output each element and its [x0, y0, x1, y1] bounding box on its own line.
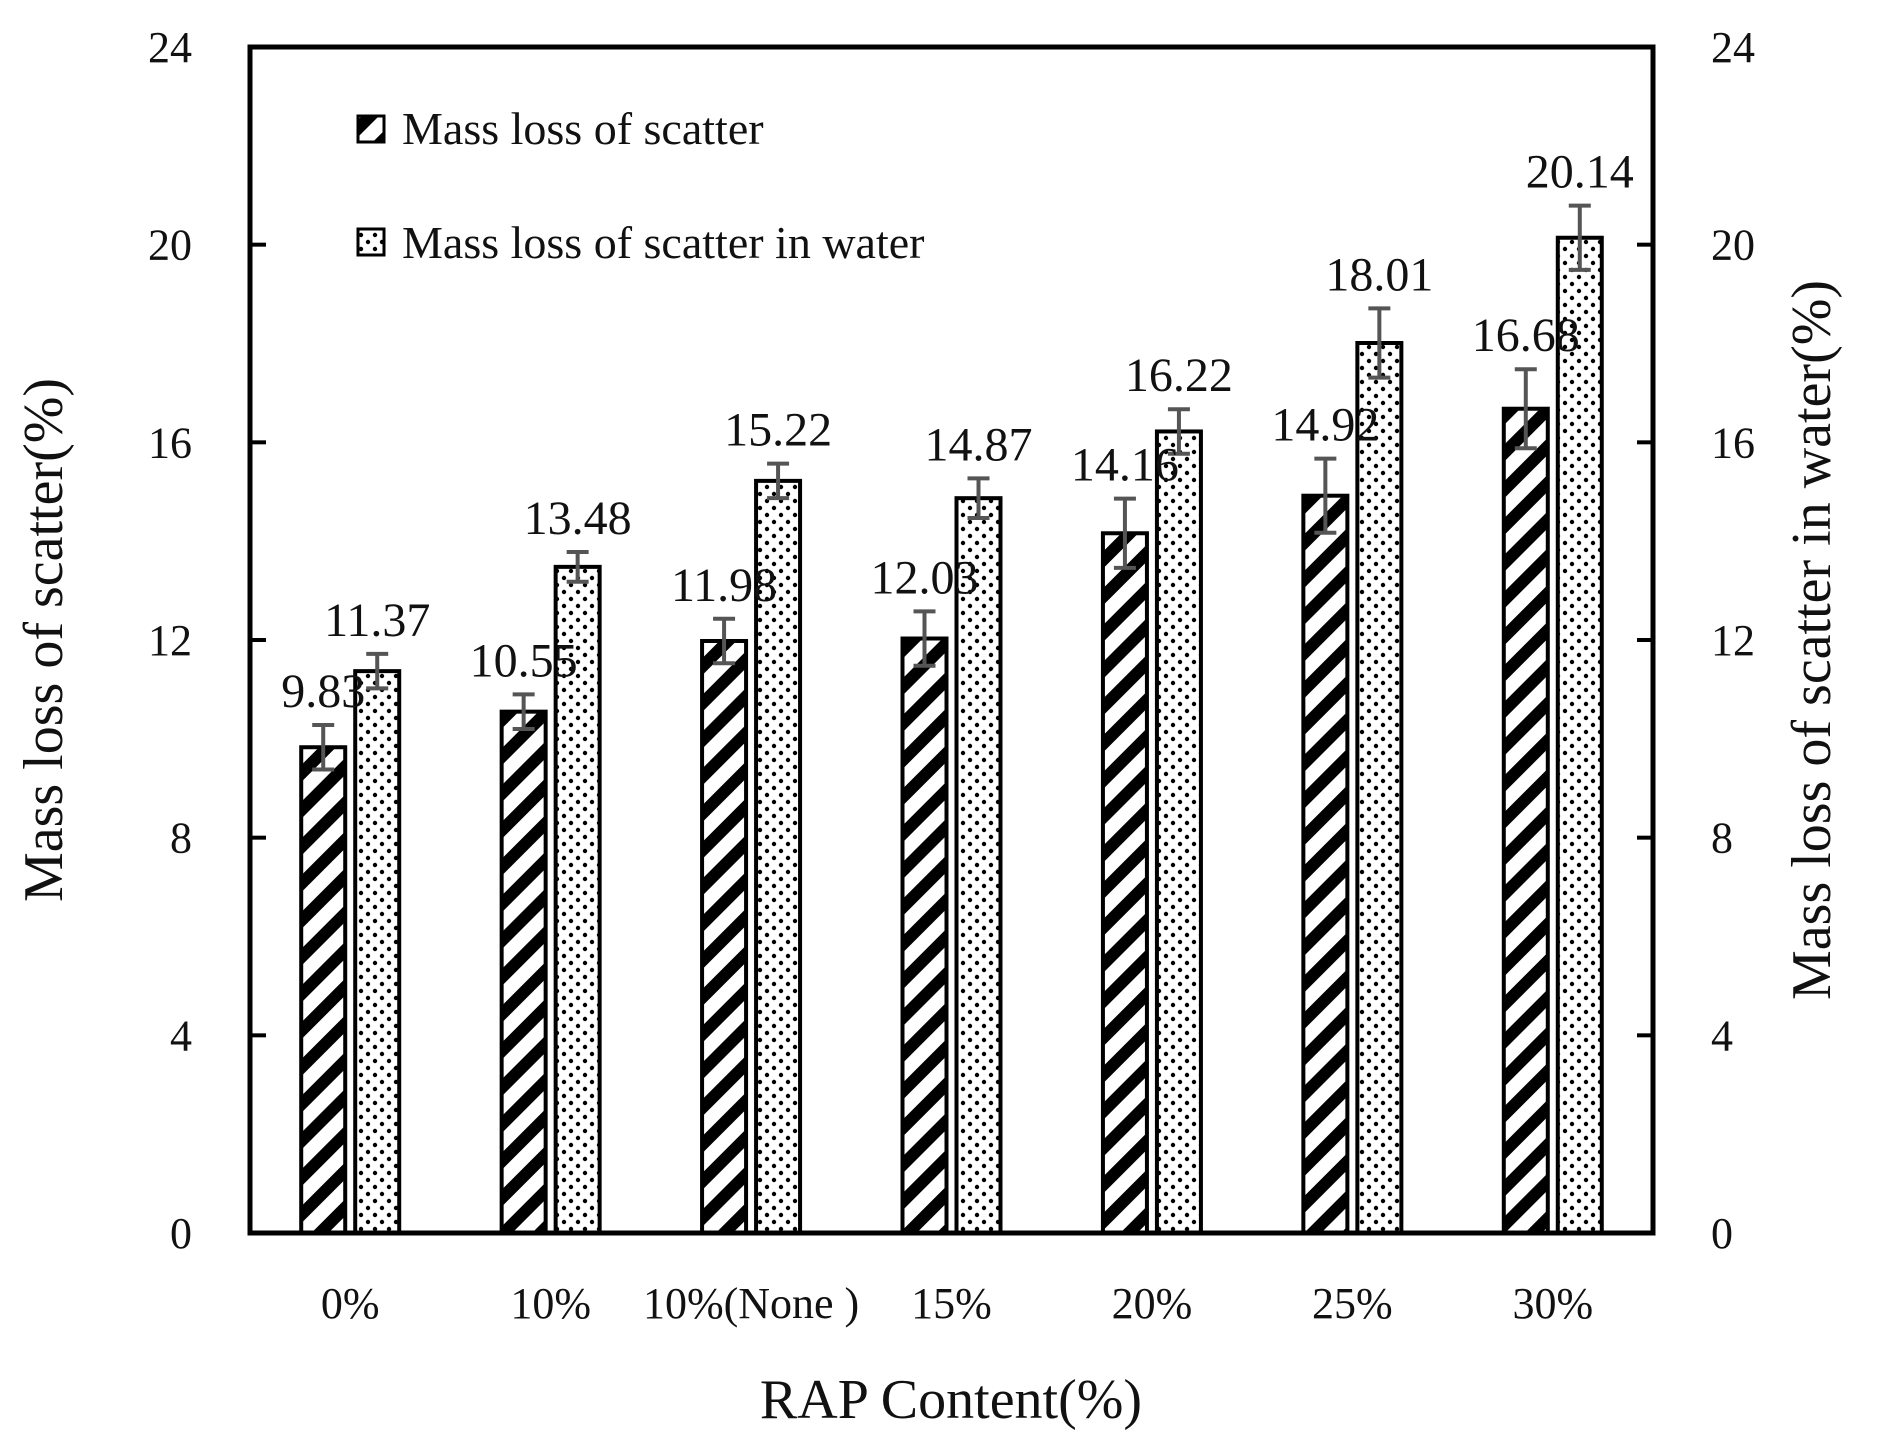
- data-label-water-1: 13.48: [524, 492, 632, 545]
- bar-water-3: [954, 496, 1003, 1235]
- legend-label-water: Mass loss of scatter in water: [402, 217, 925, 268]
- error-bar-water-0: [366, 651, 389, 691]
- y-tick-label-right-2: 8: [1711, 814, 1733, 863]
- y-tick-label-left-0: 0: [170, 1209, 192, 1258]
- y-tick-label-right-0: 0: [1711, 1209, 1733, 1258]
- data-label-scatter-2: 11.98: [671, 559, 777, 612]
- y-tick-label-right-1: 4: [1711, 1011, 1733, 1060]
- data-label-scatter-3: 12.03: [871, 551, 979, 604]
- x-tick-label-1: 10%: [510, 1279, 591, 1328]
- bar-scatter-4: [1100, 531, 1149, 1235]
- x-tick-label-0: 0%: [321, 1279, 380, 1328]
- bar-scatter-2: [700, 638, 749, 1235]
- x-tick-label-4: 20%: [1112, 1279, 1193, 1328]
- y-axis-title-right: Mass loss of scatter in water(%): [1781, 280, 1843, 1000]
- y-tick-label-right-4: 16: [1711, 418, 1755, 467]
- error-bar-water-1: [566, 550, 589, 584]
- error-bar-scatter-2: [713, 616, 736, 666]
- x-tick-label-2: 10%(None ): [643, 1279, 859, 1328]
- y-tick-label-left-5: 20: [148, 221, 192, 270]
- error-bar-water-2: [767, 461, 790, 501]
- error-bar-water-6: [1568, 203, 1591, 272]
- error-bar-scatter-5: [1314, 456, 1337, 535]
- data-label-scatter-5: 14.92: [1271, 399, 1379, 452]
- bar-scatter-0: [299, 745, 348, 1236]
- legend-label-scatter: Mass loss of scatter: [402, 103, 764, 154]
- bar-scatter-5: [1301, 493, 1350, 1236]
- error-bar-scatter-4: [1113, 496, 1136, 570]
- data-label-scatter-1: 10.55: [470, 634, 578, 687]
- data-label-water-0: 11.37: [324, 594, 430, 647]
- bar-water-4: [1154, 429, 1203, 1235]
- legend-swatch-scatter: [356, 114, 386, 144]
- legend-swatch-water: [356, 227, 386, 257]
- bar-scatter-6: [1501, 406, 1550, 1236]
- y-axis-title-left: Mass loss of scatter(%): [13, 378, 75, 902]
- data-label-scatter-6: 16.68: [1472, 309, 1580, 362]
- data-label-water-5: 18.01: [1325, 248, 1433, 301]
- y-tick-label-left-4: 16: [148, 418, 192, 467]
- data-label-scatter-4: 14.16: [1071, 439, 1179, 492]
- y-tick-label-left-1: 4: [170, 1011, 192, 1060]
- x-tick-label-6: 30%: [1512, 1279, 1593, 1328]
- y-tick-label-left-6: 24: [148, 23, 192, 72]
- y-tick-label-right-5: 20: [1711, 221, 1755, 270]
- y-tick-label-left-2: 8: [170, 814, 192, 863]
- data-label-water-4: 16.22: [1125, 349, 1233, 402]
- bar-scatter-3: [900, 636, 949, 1235]
- error-bar-scatter-0: [312, 722, 335, 772]
- error-bar-water-5: [1368, 306, 1391, 380]
- x-tick-label-3: 15%: [911, 1279, 992, 1328]
- data-label-scatter-0: 9.83: [281, 665, 365, 718]
- bar-water-6: [1555, 235, 1604, 1235]
- data-label-water-2: 15.22: [724, 404, 832, 457]
- y-tick-label-right-6: 24: [1711, 23, 1755, 72]
- data-label-water-3: 14.87: [925, 418, 1033, 471]
- x-tick-label-5: 25%: [1312, 1279, 1393, 1328]
- error-bar-scatter-6: [1514, 367, 1537, 451]
- data-label-water-6: 20.14: [1526, 146, 1634, 199]
- bar-water-0: [353, 669, 402, 1235]
- y-tick-label-right-3: 12: [1711, 616, 1755, 665]
- y-tick-label-left-3: 12: [148, 616, 192, 665]
- bar-scatter-1: [499, 709, 548, 1235]
- error-bar-water-4: [1167, 407, 1190, 456]
- legend: Mass loss of scatter Mass loss of scatte…: [356, 103, 925, 268]
- error-bar-water-3: [967, 476, 990, 520]
- bar-water-5: [1355, 341, 1404, 1235]
- x-axis-title: RAP Content(%): [760, 1369, 1142, 1431]
- error-bar-scatter-1: [512, 692, 535, 731]
- error-bar-scatter-3: [913, 609, 936, 668]
